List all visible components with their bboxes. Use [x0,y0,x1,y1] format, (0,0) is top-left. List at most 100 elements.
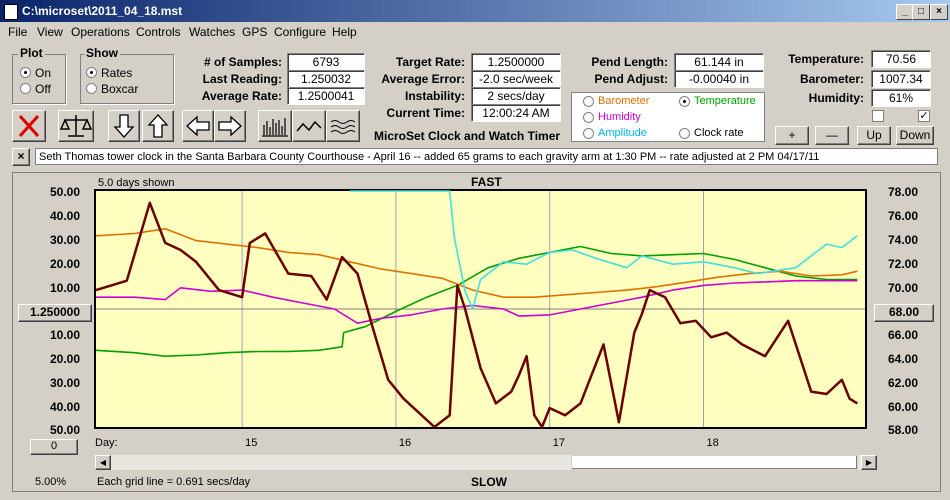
option-checkbox-2[interactable]: ✓ [918,110,930,122]
series-barometer-radio[interactable] [583,95,594,107]
bar-view-button[interactable] [258,110,292,142]
menu-controls[interactable]: Controls [136,25,181,39]
series-line-amplitude [349,190,858,310]
stop-button[interactable] [12,110,46,142]
menu-help[interactable]: Help [332,25,357,39]
menu-configure[interactable]: Configure [274,25,327,39]
y-right-tick-2: 76.00 [888,209,919,223]
scroll-thumb[interactable] [571,455,858,470]
scale-minus-button[interactable]: — [815,126,849,145]
app-title: MicroSet Clock and Watch Timer [374,129,561,143]
y-right-tick-7: 66.00 [888,328,919,342]
maximize-button[interactable]: □ [912,4,930,20]
series-humidity-radio[interactable] [583,111,594,123]
barometer-field: 1007.34 [871,70,931,88]
instability-label: Instability: [404,89,465,103]
y-left-tick-9: 40.00 [49,400,80,414]
left-bottom-box[interactable]: 0 [30,439,78,455]
plot-off-option[interactable]: Off [20,81,51,96]
humidity-field: 61% [871,89,931,107]
fast-label: FAST [471,175,502,189]
plot-on-radio[interactable] [20,67,31,79]
right-center-value-button[interactable]: 68.00 [874,304,934,322]
option-checkbox-1[interactable] [872,110,884,122]
show-group [80,54,174,104]
pend-adjust-field: -0.00040 in [674,70,764,88]
y-left-tick-7: 20.00 [49,352,80,366]
target-rate-label: Target Rate: [395,55,465,69]
y-left-tick-5: 10.00 [49,281,80,295]
menu-view[interactable]: View [37,25,63,39]
line-view-button[interactable] [292,110,326,142]
y-left-tick-6: 10.00 [49,328,80,342]
arrow-left-icon [186,115,210,137]
balance-button[interactable] [58,110,94,142]
y-right-tick-9: 62.00 [888,376,919,390]
menu-file[interactable]: File [8,25,28,39]
scale-down-button[interactable]: Down [896,126,934,145]
series-temperature-option[interactable]: Temperature [679,95,756,107]
scroll-left-button[interactable]: ◀ [95,455,111,470]
series-amplitude-radio[interactable] [583,127,594,139]
scroll-right-button[interactable]: ▶ [861,455,877,470]
series-selector [571,92,765,142]
plot-off-radio[interactable] [20,83,31,95]
average-error-field: -2.0 sec/week [471,70,561,88]
y-left-tick-10: 50.00 [49,423,80,437]
days-shown-label: 5.0 days shown [98,177,175,189]
arrow-down-icon [113,114,135,138]
close-window-button[interactable]: × [930,4,948,20]
y-right-tick-1: 78.00 [888,185,919,199]
pend-length-label: Pend Length: [591,55,668,69]
show-rates-option[interactable]: Rates [86,65,132,80]
y-left-tick-1: 50.00 [49,185,80,199]
arrow-right-icon [218,115,242,137]
left-center-value-button[interactable]: 1.250000 [18,304,92,322]
wave-view-button[interactable] [326,110,360,142]
menu-operations[interactable]: Operations [71,25,130,39]
note-close-button[interactable]: × [12,148,30,166]
zoom-label: 5.00% [35,476,67,488]
y-right-tick-4: 72.00 [888,257,919,271]
y-left-tick-3: 30.00 [49,233,80,247]
y-right-tick-8: 64.00 [888,352,919,366]
show-group-label: Show [84,46,120,60]
show-boxcar-option[interactable]: Boxcar [86,81,138,96]
menu-bar: File View Operations Controls Watches GP… [0,22,950,42]
show-rates-radio[interactable] [86,67,97,79]
average-error-label: Average Error: [381,72,465,86]
left-arrow-button[interactable] [182,110,214,142]
scale-plus-button[interactable]: + [775,126,809,145]
target-rate-field[interactable]: 1.2500000 [471,53,561,71]
plot-on-option[interactable]: On [20,65,51,80]
series-humidity-option[interactable]: Humidity [583,111,641,123]
down-arrow-button[interactable] [108,110,140,142]
window-title: C:\microset\2011_04_18.mst [22,4,183,18]
series-amplitude-option[interactable]: Amplitude [583,127,647,139]
humidity-label: Humidity: [808,91,864,105]
note-field[interactable]: Seth Thomas tower clock in the Santa Bar… [35,148,938,165]
x-icon [18,114,40,138]
series-line-barometer [95,228,858,299]
average-rate-field: 1.2500041 [287,87,365,105]
menu-watches[interactable]: Watches [189,25,236,39]
series-temperature-radio[interactable] [679,95,690,107]
wave-icon [330,120,356,134]
balance-scale-icon [59,115,93,137]
series-barometer-option[interactable]: Barometer [583,95,649,107]
series-clock-rate-radio[interactable] [679,127,690,139]
y-right-tick-3: 74.00 [888,233,919,247]
scale-up-button[interactable]: Up [857,126,891,145]
show-boxcar-radio[interactable] [86,83,97,95]
series-clock-rate-option[interactable]: Clock rate [679,127,744,139]
x-tick-15: 15 [245,437,258,449]
series-lines [95,190,858,429]
title-bar: C:\microset\2011_04_18.mst _ □ × [0,0,950,22]
up-arrow-button[interactable] [142,110,174,142]
average-rate-label: Average Rate: [201,89,282,103]
menu-gps[interactable]: GPS [242,25,268,39]
y-right-tick-11: 58.00 [888,423,919,437]
plot-group-label: Plot [18,46,45,60]
temperature-field: 70.56 [871,50,931,68]
right-arrow-button[interactable] [214,110,246,142]
